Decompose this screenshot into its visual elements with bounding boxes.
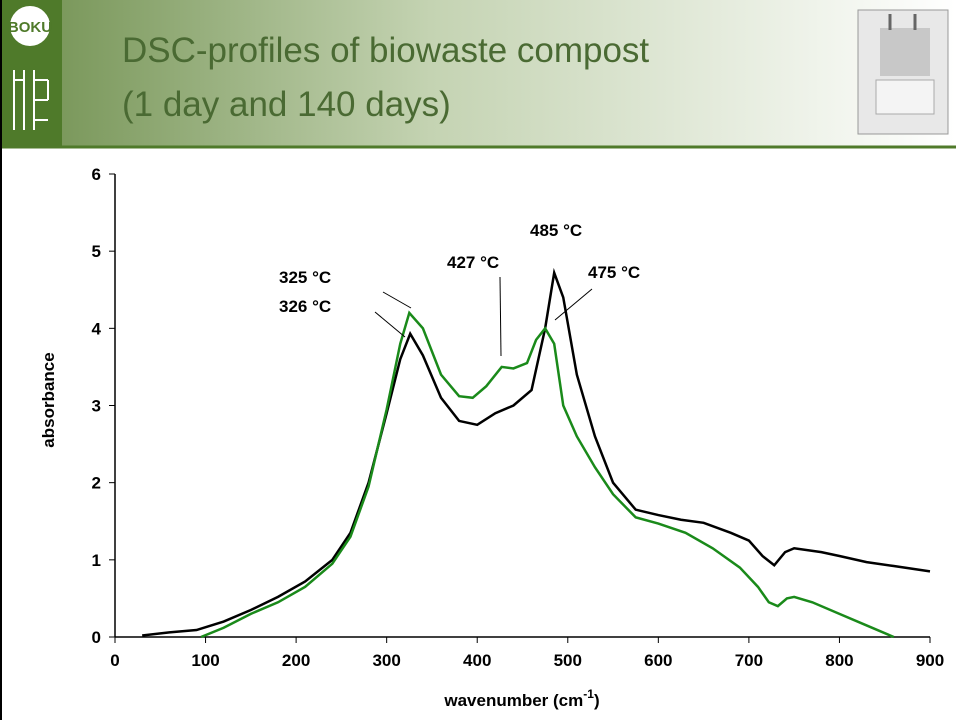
x-tick-label: 0	[110, 651, 119, 670]
x-tick-label: 300	[372, 651, 400, 670]
x-tick-label: 800	[825, 651, 853, 670]
x-axis-label-main: wavenumber (cm	[443, 691, 583, 710]
subtitle: (1 day and 140 days)	[122, 85, 451, 124]
annotation: 475 °C	[588, 263, 640, 282]
x-axis-label: wavenumber (cm-1)	[443, 687, 599, 710]
slide: BOKU DSC-profiles of biowaste compost (1…	[0, 0, 956, 720]
y-axis-label: absorbance	[39, 352, 58, 447]
y-tick-label: 3	[92, 397, 101, 416]
annotation: 427 °C	[447, 253, 499, 272]
y-tick-label: 2	[92, 474, 101, 493]
logo-text: BOKU	[8, 19, 52, 36]
x-axis-label-end: )	[594, 691, 600, 710]
annotation: 485 °C	[530, 221, 582, 240]
y-tick-label: 6	[92, 165, 101, 184]
x-tick-label: 200	[282, 651, 310, 670]
y-tick-label: 1	[92, 551, 101, 570]
title: DSC-profiles of biowaste compost	[122, 31, 649, 70]
annotation: 325 °C	[279, 268, 331, 287]
y-tick-label: 4	[92, 319, 102, 338]
x-tick-label: 700	[735, 651, 763, 670]
x-tick-label: 400	[463, 651, 491, 670]
instrument-photo	[858, 10, 948, 134]
y-tick-label: 0	[92, 628, 101, 647]
y-tick-label: 5	[92, 242, 101, 261]
header-band	[0, 0, 956, 146]
x-tick-label: 100	[191, 651, 219, 670]
x-tick-label: 600	[644, 651, 672, 670]
x-tick-label: 500	[554, 651, 582, 670]
annotation: 326 °C	[279, 297, 331, 316]
x-tick-label: 900	[916, 651, 944, 670]
x-axis-label-sup: -1	[583, 687, 594, 701]
